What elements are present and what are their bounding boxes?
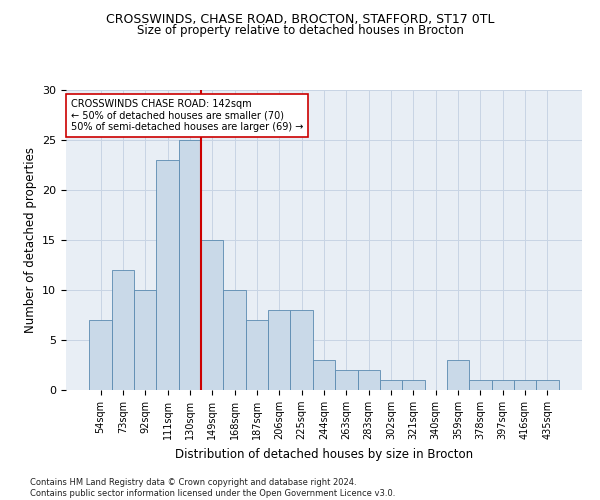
Bar xyxy=(447,360,469,390)
Bar xyxy=(157,160,179,390)
Text: Size of property relative to detached houses in Brocton: Size of property relative to detached ho… xyxy=(137,24,463,37)
Bar xyxy=(335,370,358,390)
Bar xyxy=(491,380,514,390)
Bar xyxy=(536,380,559,390)
Bar xyxy=(201,240,223,390)
Text: Contains HM Land Registry data © Crown copyright and database right 2024.
Contai: Contains HM Land Registry data © Crown c… xyxy=(30,478,395,498)
Bar xyxy=(112,270,134,390)
X-axis label: Distribution of detached houses by size in Brocton: Distribution of detached houses by size … xyxy=(175,448,473,460)
Bar xyxy=(268,310,290,390)
Bar xyxy=(380,380,402,390)
Text: CROSSWINDS CHASE ROAD: 142sqm
← 50% of detached houses are smaller (70)
50% of s: CROSSWINDS CHASE ROAD: 142sqm ← 50% of d… xyxy=(71,99,304,132)
Bar xyxy=(402,380,425,390)
Bar xyxy=(134,290,157,390)
Text: CROSSWINDS, CHASE ROAD, BROCTON, STAFFORD, ST17 0TL: CROSSWINDS, CHASE ROAD, BROCTON, STAFFOR… xyxy=(106,12,494,26)
Bar xyxy=(179,140,201,390)
Bar xyxy=(469,380,491,390)
Bar xyxy=(246,320,268,390)
Bar xyxy=(514,380,536,390)
Bar xyxy=(358,370,380,390)
Y-axis label: Number of detached properties: Number of detached properties xyxy=(23,147,37,333)
Bar xyxy=(223,290,246,390)
Bar xyxy=(313,360,335,390)
Bar xyxy=(89,320,112,390)
Bar xyxy=(290,310,313,390)
